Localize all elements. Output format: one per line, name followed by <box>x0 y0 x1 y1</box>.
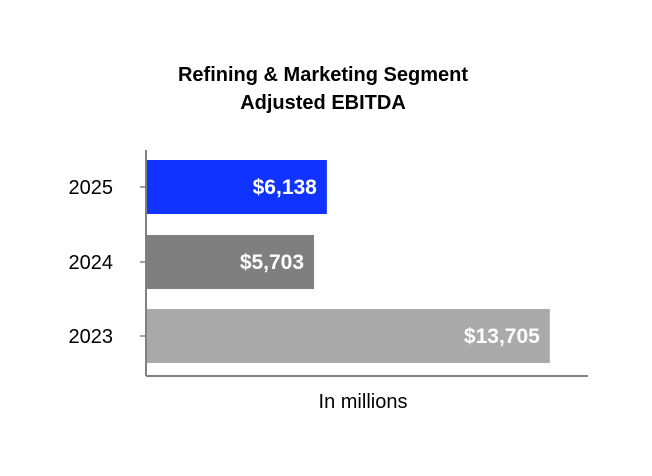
y-tick-label-2025: 2025 <box>69 177 114 199</box>
data-label-2024: $5,703 <box>240 251 304 274</box>
bar-series: $6,138 $5,703 $13,705 <box>146 160 550 363</box>
x-axis-title: In millions <box>319 391 408 413</box>
y-tick-label-2024: 2024 <box>69 252 114 274</box>
chart-title-line-2: Adjusted EBITDA <box>240 92 406 114</box>
bar-2023 <box>146 309 550 363</box>
y-tick-label-2023: 2023 <box>69 326 114 348</box>
axes: 2025 2024 2023 <box>69 150 588 377</box>
bar-2025 <box>146 160 327 214</box>
bar-2024 <box>146 235 315 289</box>
data-label-2023: $13,705 <box>464 325 540 348</box>
chart-title-line-1: Refining & Marketing Segment <box>178 64 468 86</box>
data-label-2025: $6,138 <box>253 176 318 199</box>
